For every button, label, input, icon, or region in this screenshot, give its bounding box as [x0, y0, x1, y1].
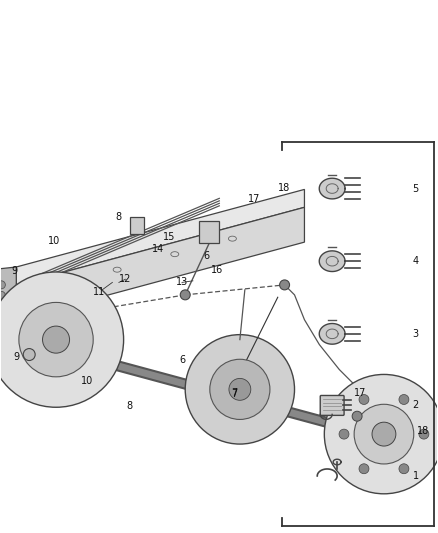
- Circle shape: [23, 349, 35, 360]
- Circle shape: [0, 292, 5, 300]
- Text: 9: 9: [11, 266, 18, 276]
- Bar: [199, 221, 219, 243]
- Text: 3: 3: [413, 329, 419, 339]
- Circle shape: [399, 464, 409, 474]
- Text: 13: 13: [176, 277, 188, 287]
- Text: 14: 14: [152, 244, 164, 254]
- Polygon shape: [319, 178, 345, 199]
- Circle shape: [185, 335, 294, 444]
- Text: 1: 1: [413, 471, 419, 481]
- Text: 17: 17: [247, 193, 260, 204]
- Text: 16: 16: [211, 265, 223, 275]
- Text: 10: 10: [47, 236, 60, 246]
- Circle shape: [339, 429, 349, 439]
- Text: 17: 17: [354, 389, 367, 398]
- Text: 7: 7: [231, 387, 237, 398]
- Circle shape: [0, 302, 5, 310]
- Circle shape: [0, 281, 5, 289]
- Circle shape: [399, 394, 409, 405]
- Text: 6: 6: [203, 251, 209, 261]
- Text: 18: 18: [278, 183, 290, 193]
- Polygon shape: [319, 251, 345, 271]
- Circle shape: [372, 422, 396, 446]
- Circle shape: [359, 464, 369, 474]
- Circle shape: [354, 404, 414, 464]
- Bar: [131, 216, 144, 235]
- Circle shape: [279, 280, 290, 290]
- Circle shape: [180, 290, 190, 300]
- FancyBboxPatch shape: [320, 395, 344, 415]
- Text: 12: 12: [119, 274, 131, 284]
- Circle shape: [419, 429, 429, 439]
- Polygon shape: [0, 267, 16, 322]
- Text: 4: 4: [413, 256, 419, 266]
- Circle shape: [0, 272, 124, 407]
- Circle shape: [359, 394, 369, 405]
- Circle shape: [210, 359, 270, 419]
- Circle shape: [229, 378, 251, 400]
- Text: 9: 9: [13, 351, 19, 361]
- Text: 7: 7: [231, 389, 237, 399]
- Text: 11: 11: [93, 287, 106, 297]
- Text: 10: 10: [81, 376, 93, 386]
- Text: 15: 15: [163, 232, 175, 243]
- Circle shape: [19, 302, 93, 377]
- Text: 2: 2: [413, 400, 419, 410]
- Circle shape: [324, 375, 438, 494]
- Circle shape: [42, 326, 70, 353]
- Text: 8: 8: [116, 213, 122, 222]
- Text: 6: 6: [179, 356, 185, 365]
- Circle shape: [352, 411, 362, 421]
- Polygon shape: [319, 324, 345, 344]
- Text: 18: 18: [417, 426, 429, 436]
- Text: 8: 8: [127, 401, 133, 411]
- Polygon shape: [16, 189, 304, 285]
- Text: 5: 5: [413, 183, 419, 193]
- Polygon shape: [16, 207, 304, 320]
